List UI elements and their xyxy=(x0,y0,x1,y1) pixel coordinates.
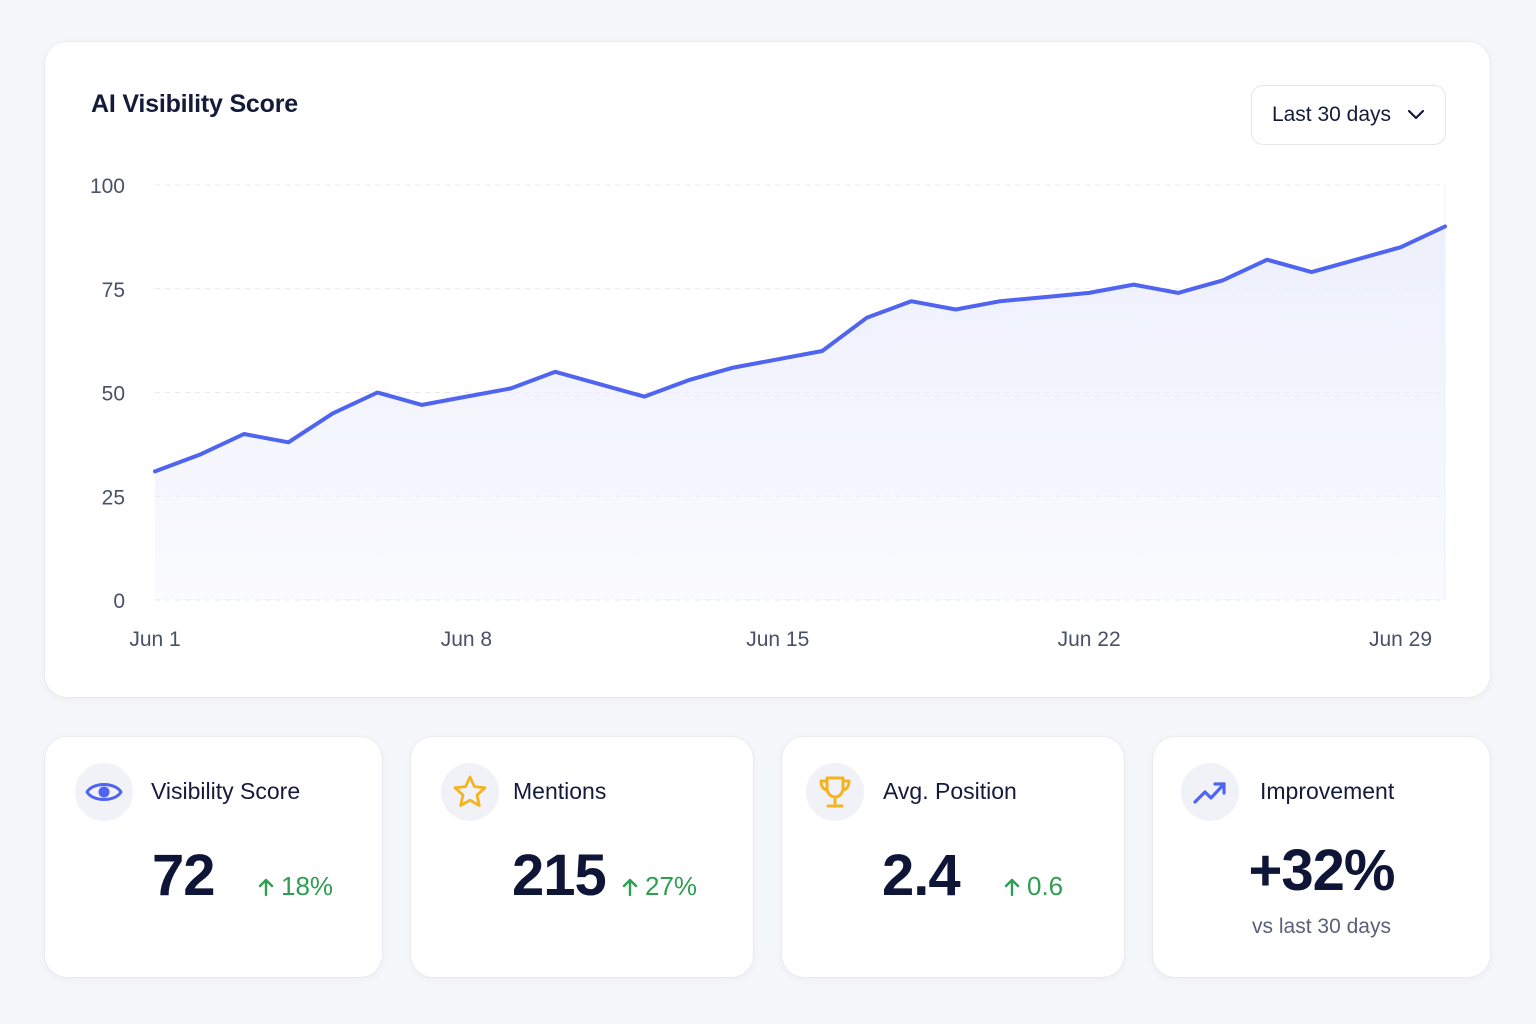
eye-icon xyxy=(85,783,123,801)
stat-icon-container xyxy=(75,763,133,821)
date-range-dropdown[interactable]: Last 30 days xyxy=(1251,85,1446,145)
series-line xyxy=(153,224,1447,474)
y-tick-label: 75 xyxy=(102,279,125,302)
star-icon xyxy=(453,775,487,807)
arrow-up-icon xyxy=(1004,878,1020,896)
stat-icon-container xyxy=(441,763,499,821)
stat-value: 2.4 xyxy=(882,843,961,908)
arrow-up-icon xyxy=(258,878,274,896)
x-axis-ticks: Jun 1 Jun 8 Jun 15 Jun 22 Jun 29 xyxy=(129,628,1432,651)
stat-label: Mentions xyxy=(513,778,607,804)
y-tick-label: 50 xyxy=(102,383,125,406)
x-tick-label: Jun 22 xyxy=(1058,628,1121,651)
chart-line-layer xyxy=(153,224,1447,474)
x-tick-label: Jun 1 xyxy=(129,628,180,651)
stat-delta-value: 0.6 xyxy=(1027,871,1064,901)
trend-up-icon xyxy=(1193,782,1226,804)
stat-card-improvement: Improvement +32% vs last 30 days xyxy=(1153,737,1490,977)
stat-card-mentions: Mentions 215 27% xyxy=(411,737,753,977)
visibility-chart-card: 0 25 50 75 100 Jun 1 Jun 8 Jun 15 Jun 22 Jun 29 … xyxy=(45,42,1490,697)
stat-value: 215 xyxy=(512,843,607,908)
y-tick-label: 25 xyxy=(102,486,125,509)
chart-title: AI Visibility Score xyxy=(91,90,298,118)
stat-delta: 27% xyxy=(621,871,697,902)
stat-label: Visibility Score xyxy=(151,778,301,804)
date-range-label: Last 30 days xyxy=(1271,103,1392,126)
trophy-icon xyxy=(819,776,851,808)
stat-value: +32% xyxy=(1248,838,1396,903)
x-tick-label: Jun 29 xyxy=(1369,628,1432,651)
stat-delta: 18% xyxy=(257,871,333,902)
y-tick-label: 100 xyxy=(90,175,125,198)
x-tick-label: Jun 8 xyxy=(441,628,492,651)
series-area xyxy=(155,226,1445,600)
visibility-line-chart: 0 25 50 75 100 Jun 1 Jun 8 Jun 15 Jun 22 Jun 29 xyxy=(90,175,1447,651)
stat-card-visibility-score: Visibility Score 72 18% xyxy=(45,737,382,977)
stat-card-avg-position: Avg. Position 2.4 0.6 xyxy=(782,737,1124,977)
x-tick-label: Jun 15 xyxy=(746,628,809,651)
arrow-up-icon xyxy=(622,878,638,896)
y-axis-ticks: 0 25 50 75 100 xyxy=(90,175,125,613)
stat-delta: 0.6 xyxy=(1003,871,1063,902)
stat-icon-container xyxy=(806,763,864,821)
stat-subtext: vs last 30 days xyxy=(1252,915,1391,938)
y-tick-label: 0 xyxy=(113,590,125,613)
stat-icon-container xyxy=(1181,763,1239,821)
chevron-down-icon xyxy=(1407,109,1425,120)
stat-label: Improvement xyxy=(1260,778,1395,804)
stat-delta-value: 18% xyxy=(281,871,334,901)
stat-delta-value: 27% xyxy=(645,871,698,901)
stat-value: 72 xyxy=(152,843,216,908)
stat-label: Avg. Position xyxy=(883,778,1017,804)
chart-area-layer xyxy=(155,226,1445,600)
